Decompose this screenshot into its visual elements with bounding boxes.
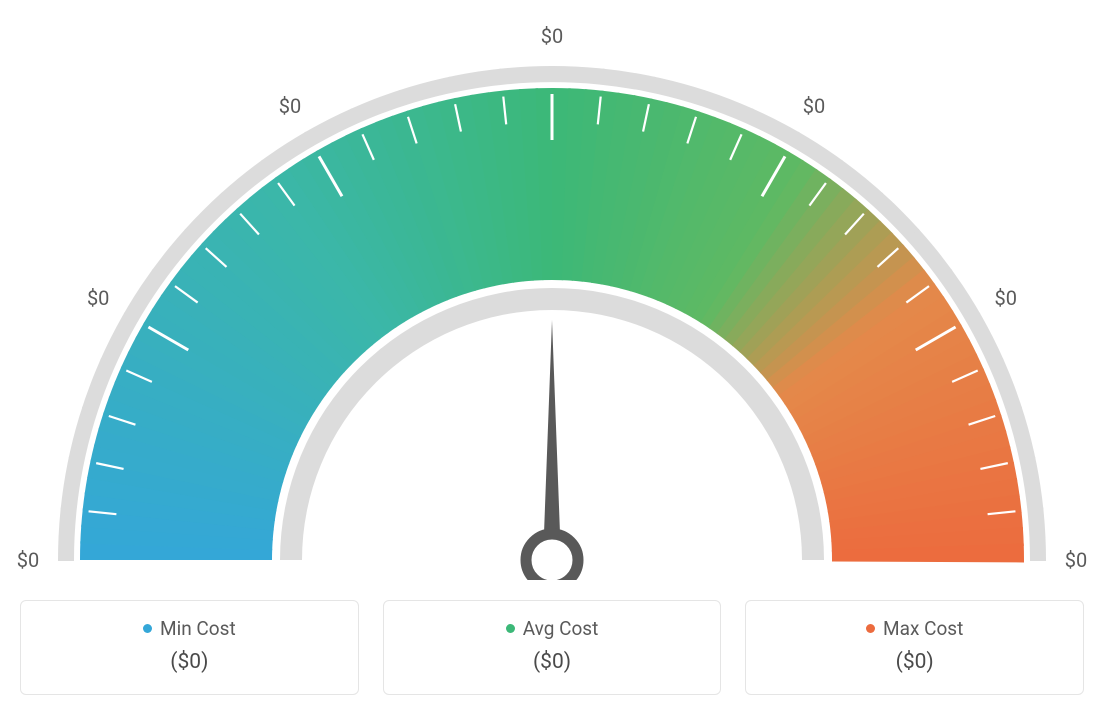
legend-label-min: Min Cost — [160, 617, 236, 640]
gauge-chart: $0 $0 $0 $0 $0 $0 $0 — [20, 20, 1084, 580]
legend-card-avg: Avg Cost ($0) — [383, 600, 722, 695]
legend-label-max: Max Cost — [883, 617, 963, 640]
gauge-tick-label: $0 — [1065, 548, 1087, 572]
legend-dot-avg — [506, 624, 515, 633]
legend-label-avg: Avg Cost — [523, 617, 599, 640]
legend-value-max: ($0) — [766, 650, 1063, 674]
gauge-tick-label: $0 — [803, 94, 825, 118]
gauge-tick-label: $0 — [87, 286, 109, 310]
gauge-tick-label: $0 — [17, 548, 39, 572]
legend-row: Min Cost ($0) Avg Cost ($0) Max Cost ($0… — [20, 600, 1084, 695]
gauge-tick-label: $0 — [995, 286, 1017, 310]
legend-dot-min — [143, 624, 152, 633]
legend-value-avg: ($0) — [404, 650, 701, 674]
gauge-tick-label: $0 — [541, 24, 563, 48]
legend-card-min: Min Cost ($0) — [20, 600, 359, 695]
gauge-svg — [20, 20, 1084, 580]
gauge-tick-label: $0 — [279, 94, 301, 118]
legend-value-min: ($0) — [41, 650, 338, 674]
legend-card-max: Max Cost ($0) — [745, 600, 1084, 695]
legend-dot-max — [866, 624, 875, 633]
